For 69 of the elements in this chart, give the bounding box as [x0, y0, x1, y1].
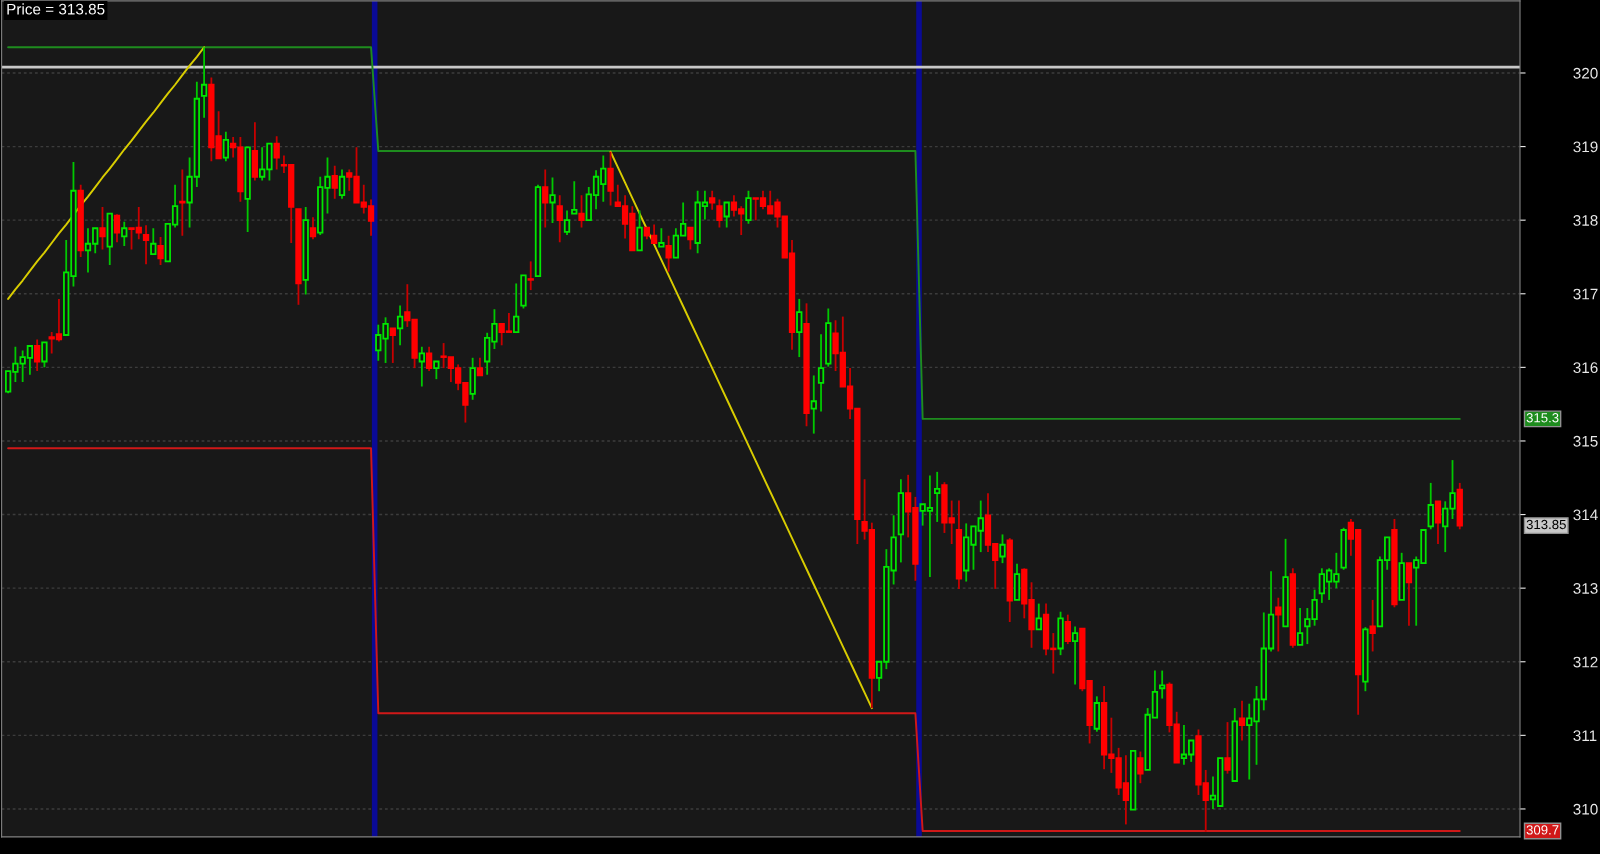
candlestick	[389, 327, 396, 364]
y-tick-label: 315	[1573, 435, 1598, 447]
y-tick-label: 319	[1573, 141, 1598, 153]
candlestick	[513, 282, 520, 333]
candlestick	[179, 168, 186, 237]
candlestick	[817, 333, 825, 413]
y-tick-label: 310	[1573, 803, 1598, 815]
candlestick	[113, 213, 121, 244]
candlestick	[273, 135, 280, 171]
y-tick-label: 318	[1573, 215, 1598, 226]
candlestick	[121, 220, 128, 247]
candlestick	[1296, 607, 1304, 646]
candlestick	[709, 189, 716, 211]
candlestick	[636, 209, 643, 252]
candlestick	[157, 236, 164, 266]
candlestick	[396, 304, 404, 347]
y-tick-label: 317	[1573, 288, 1598, 300]
candlestick	[607, 150, 614, 207]
candlestick	[418, 345, 426, 388]
candlestick	[1405, 562, 1413, 627]
candlestick	[542, 168, 549, 229]
candlestick	[658, 227, 665, 248]
candlestick	[665, 234, 672, 273]
candlestick	[687, 226, 694, 251]
candlestick	[563, 209, 571, 236]
candlestick	[810, 374, 817, 435]
y-tick-label: 320	[1573, 67, 1598, 79]
candlestick	[571, 180, 578, 215]
candlestick	[425, 345, 433, 372]
candlestick	[222, 130, 230, 163]
candlestick	[34, 338, 41, 372]
candlestick	[723, 201, 730, 229]
y-tick-label: 312	[1573, 656, 1598, 668]
candlestick	[1434, 500, 1442, 545]
text: 313.85	[1526, 519, 1566, 530]
candlestick	[99, 206, 106, 251]
candlestick	[716, 198, 723, 229]
candlestick	[999, 533, 1006, 565]
candlestick	[556, 194, 563, 244]
text: 315.3	[1526, 413, 1559, 423]
candlestick	[1035, 602, 1042, 631]
candlestick	[142, 224, 150, 266]
candlestick	[549, 176, 556, 225]
candlestick	[1137, 750, 1144, 785]
candlestick	[150, 227, 157, 255]
candlestick	[1275, 596, 1282, 653]
y-tick-label: 314	[1573, 509, 1598, 521]
text: 309.7	[1526, 825, 1559, 835]
candlestick	[309, 216, 317, 241]
candlestick	[1224, 721, 1231, 775]
candlestick	[1071, 625, 1079, 686]
candlestick	[331, 164, 338, 200]
chart-title: Price = 313.85	[7, 3, 105, 15]
candlestick	[1238, 699, 1246, 742]
candlestick	[200, 46, 208, 119]
y-tick-label: 316	[1573, 362, 1598, 374]
candlestick	[1427, 482, 1434, 531]
candlestick	[745, 189, 752, 225]
candlestick	[934, 470, 941, 523]
candlestick	[1159, 669, 1166, 700]
candlestick	[796, 298, 803, 358]
candlestick	[41, 341, 48, 369]
y-tick-label: 311	[1573, 730, 1597, 742]
candlestick	[1064, 613, 1071, 645]
candlestick	[1369, 599, 1376, 653]
candlestick	[578, 194, 585, 229]
candlestick	[338, 168, 346, 200]
y-tick-label: 313	[1573, 583, 1598, 594]
candlestick	[527, 260, 534, 291]
